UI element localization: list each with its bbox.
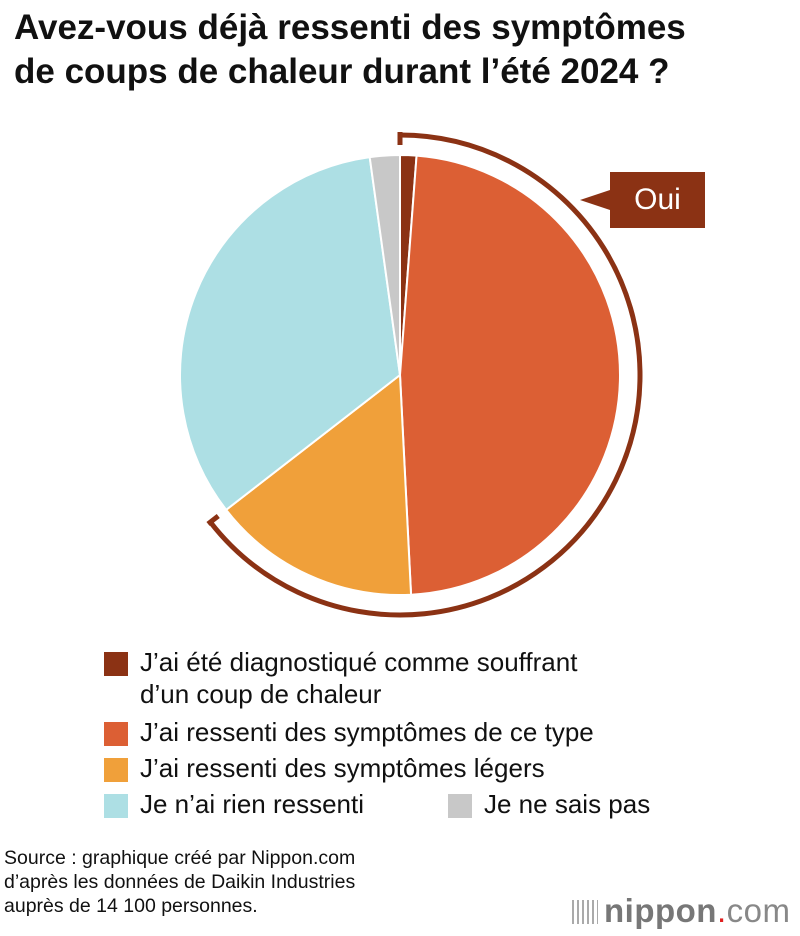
pie-slice-dont-know [368, 153, 401, 376]
pie-slice-nothing [178, 155, 402, 512]
nippon-logo: nippon.com [572, 892, 790, 930]
legend-swatch-symptoms [104, 722, 128, 746]
legend-label-symptoms: J’ai ressenti des symptômes de ce type [140, 717, 594, 747]
legend-swatch-nothing [104, 794, 128, 818]
legend-label-nothing: Je n’ai rien ressenti [140, 789, 364, 819]
legend-swatch-dont-know [448, 794, 472, 818]
legend-label-mild: J’ai ressenti des symptômes légers [140, 753, 545, 783]
title-line-2: de coups de chaleur durant l’été 2024 ? [14, 52, 670, 91]
pie-slice-mild [224, 373, 413, 596]
bracket-tick-end [206, 513, 220, 526]
legend-label-dont-know: Je ne sais pas [484, 789, 651, 819]
legend-label-diagnosed: J’ai été diagnostiqué comme souffrant d’u… [140, 647, 578, 709]
source-note: Source : graphique créé par Nippon.com d’… [4, 847, 356, 917]
legend-swatch-diagnosed [104, 652, 128, 676]
logo-bars-icon [572, 900, 598, 924]
title-line-1: Avez-vous déjà ressenti des symptômes [14, 8, 686, 47]
callout-pointer [580, 190, 610, 210]
oui-bracket [208, 132, 643, 618]
oui-callout: Oui [610, 172, 705, 228]
chart-title: Avez-vous déjà ressenti des symptômes de… [14, 6, 794, 94]
pie-slice-symptoms [398, 154, 621, 596]
legend-swatch-mild [104, 758, 128, 782]
